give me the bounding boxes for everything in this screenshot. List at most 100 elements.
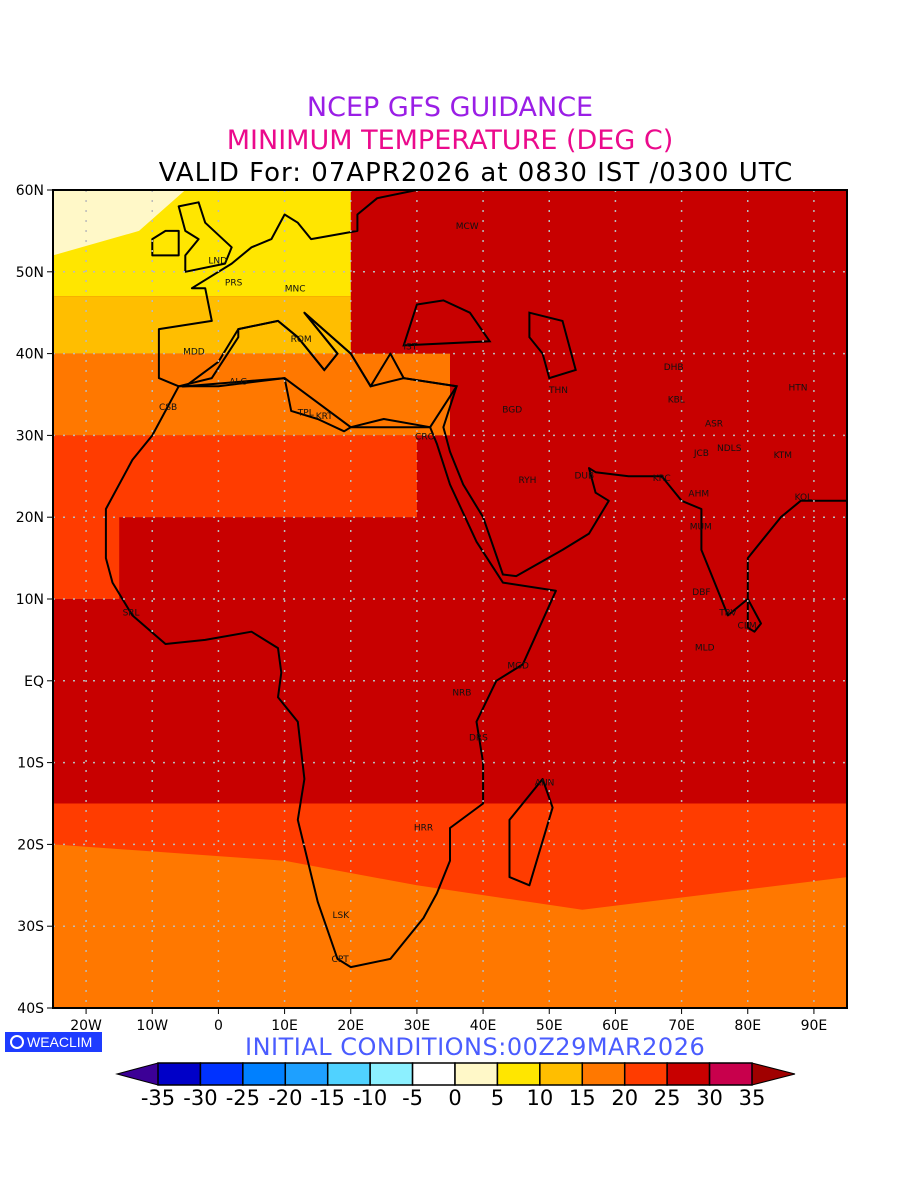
city-label: ASR bbox=[705, 419, 723, 429]
coastlines bbox=[104, 190, 847, 969]
city-label: DUB bbox=[574, 472, 594, 482]
lon-tick-label: 50E bbox=[536, 1018, 563, 1034]
city-label: MDD bbox=[183, 347, 205, 357]
lat-tick-label: 20S bbox=[17, 837, 44, 853]
city-label: MUM bbox=[690, 522, 712, 532]
colorbar-label: 10 bbox=[526, 1086, 554, 1110]
city-label: CSB bbox=[159, 403, 177, 413]
colorbar-label: 25 bbox=[653, 1086, 681, 1110]
lat-tick-label: 50N bbox=[16, 265, 44, 281]
colorbar-label: -25 bbox=[225, 1086, 260, 1110]
initial-conditions: INITIAL CONDITIONS:00Z29MAR2026 bbox=[245, 1033, 706, 1061]
lat-tick-label: 30S bbox=[17, 919, 44, 935]
colorbar-swatch bbox=[157, 1062, 202, 1086]
city-label: DHB bbox=[664, 363, 684, 373]
ocean-band bbox=[53, 353, 450, 436]
city-label: CPT bbox=[332, 955, 350, 965]
coastline-madagascar bbox=[508, 778, 554, 887]
lon-tick-label: 60E bbox=[602, 1018, 629, 1034]
axis-ticks: 20W 10W 0 10E 20E 30E 40E 50E 60E 70E 80E 90E 60N 50N… bbox=[16, 183, 828, 1034]
city-label: NRB bbox=[452, 688, 471, 698]
colorbar-label: -5 bbox=[402, 1086, 424, 1110]
lat-tick-label: 40N bbox=[16, 347, 44, 363]
colorbar-swatch bbox=[326, 1062, 371, 1086]
colorbar-swatch bbox=[708, 1062, 753, 1086]
colorbar-label: 30 bbox=[696, 1086, 723, 1110]
colorbar-swatch bbox=[666, 1062, 711, 1086]
weaclim-badge: WEACLIM bbox=[5, 1032, 102, 1052]
city-label: NDLS bbox=[717, 444, 742, 454]
lat-tick-label: EQ bbox=[24, 674, 44, 690]
city-label: MNC bbox=[285, 284, 306, 294]
city-label: CLM bbox=[738, 621, 757, 631]
ocean-fill bbox=[53, 190, 847, 1008]
colorbar-swatch bbox=[539, 1062, 584, 1086]
city-label: ROM bbox=[291, 335, 312, 345]
city-label: KOL bbox=[795, 493, 813, 503]
city-label: DRS bbox=[469, 733, 488, 743]
title-model: NCEP GFS GUIDANCE bbox=[306, 92, 594, 123]
ocean-band bbox=[53, 296, 351, 354]
city-label: HTN bbox=[789, 383, 808, 393]
lon-tick-label: 10W bbox=[136, 1018, 168, 1034]
title-variable: MINIMUM TEMPERATURE (DEG C) bbox=[226, 125, 674, 156]
city-label: RYH bbox=[518, 476, 536, 486]
copyright-icon bbox=[10, 1035, 24, 1049]
lon-tick-label: 0 bbox=[214, 1018, 223, 1034]
coastline-uk bbox=[177, 201, 233, 273]
gridlines bbox=[53, 190, 847, 1008]
city-labels: MCW LND PRS MNC ROM MDD IST ALG CSB TPL KRT CRO BGD T… bbox=[123, 222, 813, 965]
city-label: HRR bbox=[414, 823, 433, 833]
city-label: JCB bbox=[693, 449, 709, 459]
city-label: TPL bbox=[297, 409, 314, 419]
coastline-srilanka bbox=[746, 598, 762, 633]
lat-tick-label: 20N bbox=[16, 510, 44, 526]
lat-tick-label: 10N bbox=[16, 592, 44, 608]
colorbar-below-arrow bbox=[115, 1062, 159, 1086]
lon-tick-label: 70E bbox=[668, 1018, 695, 1034]
city-label: KBL bbox=[668, 396, 685, 406]
badge-text: WEACLIM bbox=[27, 1034, 93, 1050]
city-label: PRS bbox=[225, 279, 243, 289]
colorbar-swatch bbox=[369, 1062, 414, 1086]
colorbar-swatch bbox=[496, 1062, 541, 1086]
colorbar-label: 15 bbox=[568, 1086, 596, 1110]
city-label: MGD bbox=[507, 661, 529, 671]
lon-tick-label: 80E bbox=[734, 1018, 761, 1034]
city-label: AHM bbox=[688, 490, 709, 500]
city-label: KRT bbox=[316, 412, 334, 422]
city-label: BGD bbox=[502, 405, 522, 415]
colorbar bbox=[115, 1062, 796, 1086]
title-valid-time: VALID For: 07APR2026 at 0830 IST /0300 U… bbox=[158, 158, 794, 188]
city-label: ALG bbox=[229, 378, 247, 388]
colorbar-label: -30 bbox=[183, 1086, 218, 1110]
city-label: DBF bbox=[692, 588, 710, 598]
colorbar-swatch bbox=[284, 1062, 329, 1086]
colorbar-swatch bbox=[242, 1062, 287, 1086]
colorbar-label: -15 bbox=[310, 1086, 345, 1110]
lon-tick-label: 40E bbox=[470, 1018, 497, 1034]
lon-tick-label: 30E bbox=[404, 1018, 431, 1034]
city-label: SRL bbox=[123, 608, 140, 618]
city-label: LSK bbox=[333, 911, 351, 921]
coastline-caspian bbox=[528, 311, 577, 380]
city-label: LND bbox=[208, 257, 227, 267]
coastline-med bbox=[181, 311, 459, 429]
city-label: MLD bbox=[695, 643, 715, 653]
ocean-band bbox=[53, 435, 417, 518]
lon-tick-label: 20W bbox=[70, 1018, 102, 1034]
city-label: KTM bbox=[774, 451, 792, 461]
colorbar-label: 35 bbox=[738, 1086, 766, 1110]
colorbar-above-arrow bbox=[751, 1062, 796, 1086]
ocean-band bbox=[53, 975, 847, 1008]
colorbar-swatch bbox=[411, 1062, 456, 1086]
colorbar-swatch bbox=[454, 1062, 499, 1086]
lat-tick-label: 60N bbox=[16, 183, 44, 199]
lon-tick-label: 90E bbox=[801, 1018, 828, 1034]
colorbar-label: 20 bbox=[611, 1086, 639, 1110]
colorbar-label: 5 bbox=[490, 1086, 505, 1110]
colorbar-swatch bbox=[623, 1062, 668, 1086]
lat-tick-label: 10S bbox=[17, 756, 44, 772]
city-label: TRV bbox=[718, 608, 737, 618]
